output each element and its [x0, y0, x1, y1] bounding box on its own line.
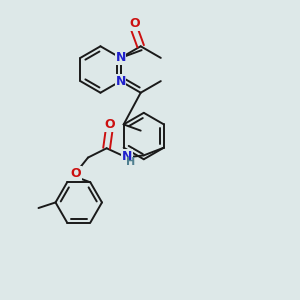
Text: O: O [129, 17, 140, 30]
Text: H: H [126, 157, 136, 166]
Text: N: N [116, 51, 126, 64]
Text: N: N [122, 149, 132, 163]
Text: O: O [104, 118, 115, 131]
Text: N: N [116, 75, 126, 88]
Text: O: O [70, 167, 81, 179]
